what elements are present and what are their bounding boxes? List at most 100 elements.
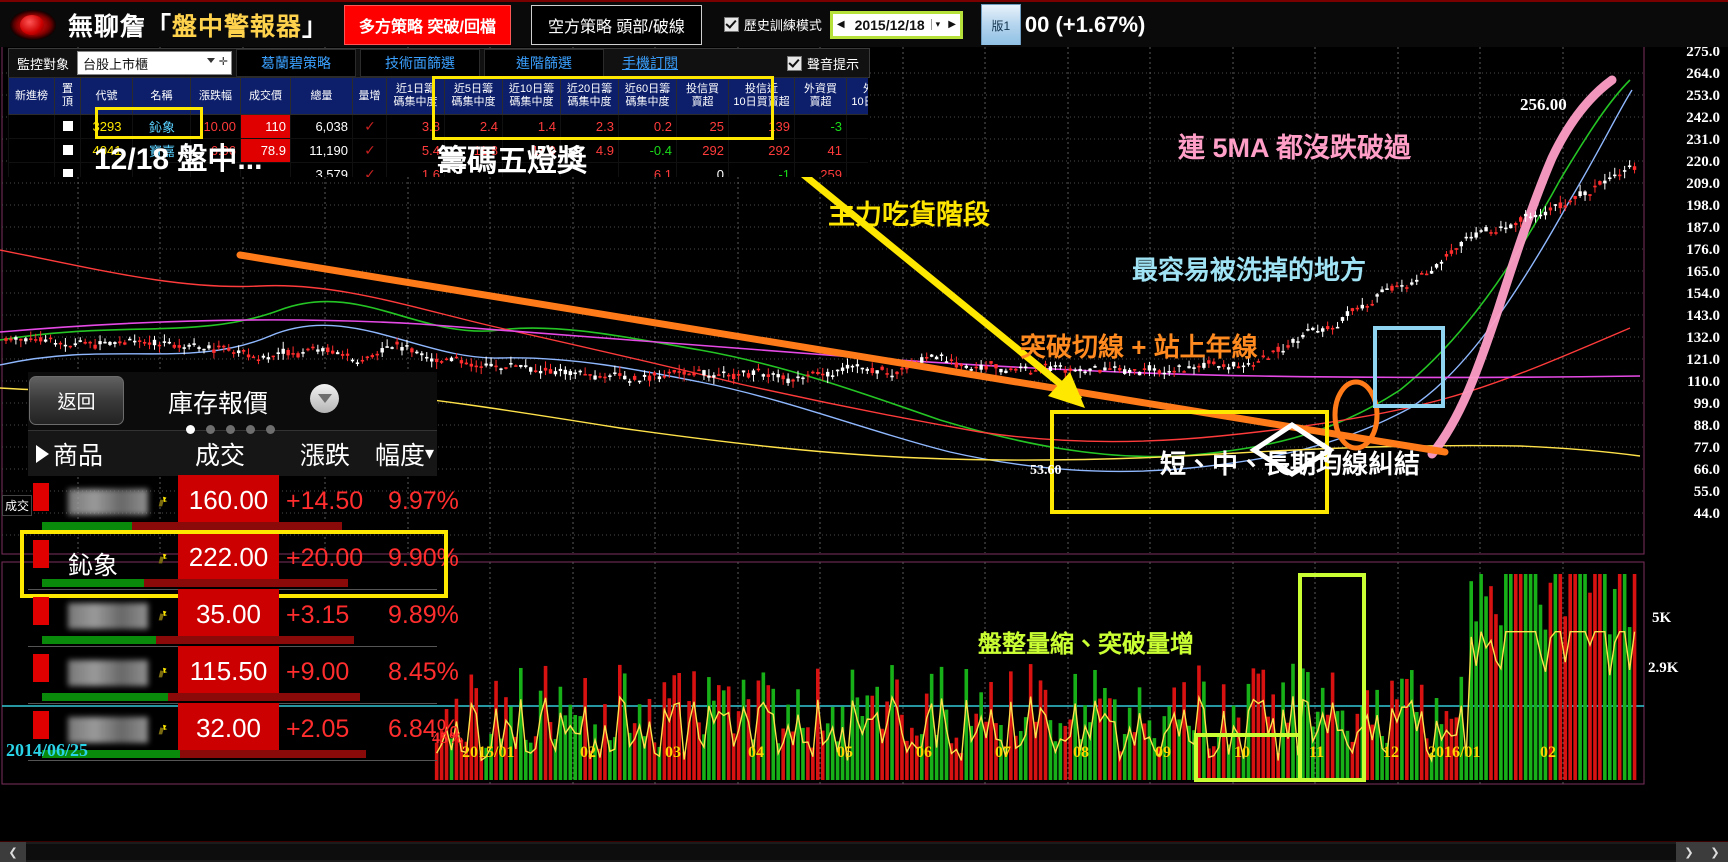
pager-dot[interactable]	[226, 425, 235, 434]
grid-cell-pin[interactable]	[54, 138, 81, 163]
date-axis-label: 10	[1234, 744, 1250, 761]
app-header: 無聊詹「盤中警報器」 多方策略 突破/回檔 空方策略 頭部/破線 歷史訓練模式 …	[0, 0, 1728, 47]
grid-cell: 0	[676, 162, 729, 177]
list-item[interactable]: 32.00 +2.05 6.84%	[28, 703, 459, 761]
scroll-track[interactable]	[26, 844, 1676, 860]
col-product[interactable]: 商品	[53, 441, 104, 470]
sound-alert-checkbox[interactable]	[786, 55, 802, 71]
filter-toolbar: 監控對象 台股上市櫃 ✛ 葛蘭碧策略 技術面篩選 進階篩選 手機訂閱 聲音提示	[8, 48, 870, 78]
add-icon[interactable]: ✛	[218, 56, 229, 68]
quote-pct: 9.89%	[388, 601, 459, 629]
list-item[interactable]: 160.00 +14.50 9.97%	[28, 475, 459, 533]
grid-cell-pin[interactable]	[54, 162, 81, 177]
date-value[interactable]: 2015/12/18	[854, 16, 925, 33]
tab-version-1[interactable]: 版1	[980, 4, 1021, 45]
grid-header-cell[interactable]: 總量	[290, 77, 353, 115]
alert-flag-icon[interactable]	[156, 723, 170, 737]
history-mode-checkbox[interactable]	[723, 17, 739, 32]
back-button[interactable]: 返回	[29, 376, 124, 425]
grid-header-cell[interactable]: 成交價	[240, 77, 291, 115]
date-axis-label: 02	[1540, 744, 1556, 761]
stock-screener-table[interactable]: 新進榜置頂代號 名稱 漲跌幅 成交價 總量 量增 近1日籌 碼集中度 近5日籌 碼集中度 近10日籌…	[8, 77, 868, 177]
alert-flag-icon[interactable]	[156, 666, 170, 680]
date-axis-label: 09	[1155, 744, 1171, 761]
volume-axis-label-29k: 2.9K	[1648, 660, 1679, 676]
price-axis-label: 77.0	[1693, 440, 1720, 456]
advanced-filter-button[interactable]: 進階篩選	[484, 49, 605, 77]
grid-header-cell[interactable]: 外資買 賣超	[794, 77, 847, 115]
chart-annotation-breakout: 突破切線 + 站上年線	[1020, 332, 1258, 362]
chart-annotation-shakeout: 最容易被洗掉的地方	[1132, 255, 1367, 285]
sort-caret-icon[interactable]: ▾	[425, 443, 435, 463]
date-next-icon[interactable]: ▶	[948, 19, 956, 30]
price-axis-label: 209.0	[1686, 176, 1720, 192]
sound-alert-toggle[interactable]: 聲音提示	[786, 54, 859, 73]
grid-cell: 4.9	[560, 138, 619, 163]
list-item[interactable]: 35.00 +3.15 9.89%	[28, 589, 459, 647]
chart-bottom-date: 2014/06/25	[6, 740, 89, 760]
chevron-down-icon[interactable]	[207, 58, 216, 63]
chevron-down-circle-icon[interactable]	[310, 384, 339, 413]
pager-dots[interactable]	[186, 425, 275, 434]
grid-cell: 259	[794, 162, 847, 177]
grid-header-cell[interactable]: 近5日籌 碼集中度	[444, 77, 503, 115]
history-mode-toggle[interactable]: 歷史訓練模式	[723, 15, 822, 34]
grid-header-cell[interactable]: 新進榜	[8, 77, 55, 115]
short-strategy-button[interactable]: 空方策略 頭部/破線	[530, 4, 702, 45]
grid-header-cell[interactable]: 置頂	[54, 77, 81, 115]
masked-name	[68, 660, 148, 686]
scroll-right-icon[interactable]: ❯	[1676, 842, 1702, 862]
price-axis-label: 165.0	[1686, 264, 1720, 280]
date-prev-icon[interactable]: ◀	[836, 19, 845, 30]
grid-header-cell[interactable]: 投信近 10日買賣超	[728, 77, 795, 115]
list-item[interactable]: 鈊象 222.00 +20.00 9.90%	[28, 532, 459, 590]
table-row[interactable]: 3,579✓1.6 6.10-1259829	[8, 162, 868, 177]
mobile-subscribe-link[interactable]: 手機訂閱	[622, 55, 679, 71]
quote-column-header[interactable]: 商品 成交 漲跌 幅度 ▾	[28, 430, 437, 476]
chevron-down-icon[interactable]: ▾	[930, 19, 945, 30]
alert-flag-icon[interactable]	[156, 495, 170, 509]
inventory-quote-panel[interactable]: 返回 庫存報價 商品 成交 漲跌 幅度 ▾ 160.00 +14.50 9.97% 鈊象…	[0, 372, 459, 761]
grid-header-cell[interactable]: 投信買 賣超	[676, 77, 729, 115]
grid-cell-pin[interactable]	[54, 114, 81, 139]
pager-dot[interactable]	[266, 425, 275, 434]
grid-cell: 4041	[80, 138, 133, 163]
quote-price: 160.00	[178, 475, 279, 525]
chart-annotation-accumulate: 主力吃貨階段	[828, 200, 990, 230]
date-axis-label: 07	[995, 744, 1011, 761]
table-row[interactable]: 3293 鈊象 10.00 110 6,038 ✓ 3.8 2.4 1.4 2.3 0.2 25 139…	[8, 114, 868, 139]
grid-cell: 203	[846, 114, 868, 139]
alert-flag-icon[interactable]	[156, 552, 170, 566]
grid-header-cell[interactable]: 近10日籌 碼集中度	[502, 77, 561, 115]
watch-target-label: 監控對象	[17, 56, 70, 72]
technical-filter-button[interactable]: 技術面篩選	[360, 49, 481, 77]
grid-cell: 1.6	[386, 162, 445, 177]
col-change[interactable]: 漲跌	[299, 441, 350, 470]
pager-dot[interactable]	[246, 425, 255, 434]
grid-cell: 5.4	[386, 138, 445, 163]
col-price[interactable]: 成交	[194, 441, 245, 470]
list-item[interactable]: 115.50 +9.00 8.45%	[28, 646, 459, 704]
grid-cell: 6.06	[190, 138, 241, 163]
watch-target-select[interactable]: 台股上市櫃 ✛	[77, 51, 233, 75]
grid-header-cell[interactable]: 近60日籌 碼集中度	[618, 77, 677, 115]
scroll-left-icon[interactable]: ❮	[0, 842, 26, 862]
horizontal-scrollbar[interactable]: ❮ ❯ ❯	[0, 841, 1728, 862]
alert-flag-icon[interactable]	[156, 609, 170, 623]
page-title: 無聊詹「盤中警報器」	[68, 12, 329, 41]
date-stepper[interactable]: ◀ 2015/12/18 ▾ ▶	[829, 10, 963, 39]
grid-cell: 10.00	[190, 114, 241, 139]
quote-price: 222.00	[178, 532, 279, 582]
volume-axis-label-5k: 5K	[1652, 610, 1672, 626]
history-mode-label: 歷史訓練模式	[743, 18, 822, 33]
pager-dot[interactable]	[186, 425, 195, 434]
expand-triangle-icon[interactable]	[36, 444, 49, 463]
pager-dot[interactable]	[206, 425, 215, 434]
col-pct[interactable]: 幅度	[375, 441, 426, 470]
long-strategy-button[interactable]: 多方策略 突破/回檔	[344, 4, 511, 45]
granville-strategy-button[interactable]: 葛蘭碧策略	[236, 49, 357, 77]
masked-name	[68, 603, 148, 629]
grid-header-cell[interactable]: 外資近10日買賣超	[846, 77, 868, 115]
scroll-end-icon[interactable]: ❯	[1702, 842, 1728, 862]
grid-header-cell[interactable]: 量增	[352, 77, 387, 115]
